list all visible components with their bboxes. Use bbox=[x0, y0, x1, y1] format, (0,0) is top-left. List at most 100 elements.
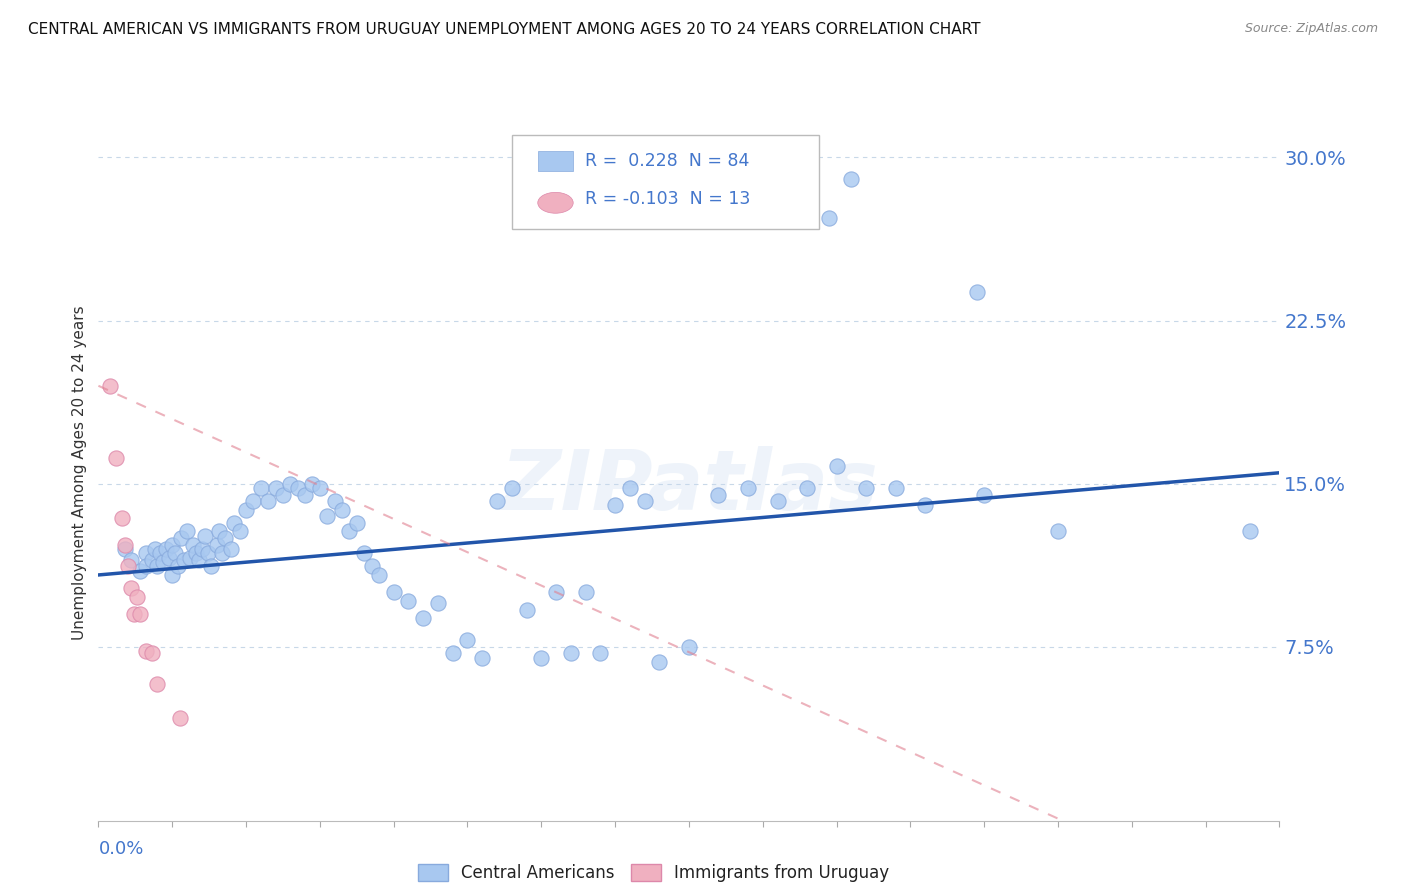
Point bbox=[766, 494, 789, 508]
Text: Source: ZipAtlas.com: Source: ZipAtlas.com bbox=[1244, 22, 1378, 36]
Point bbox=[162, 568, 183, 582]
Point bbox=[264, 481, 287, 495]
Point bbox=[330, 502, 353, 516]
Point bbox=[574, 585, 596, 599]
Point bbox=[141, 646, 163, 660]
Point bbox=[135, 644, 157, 658]
Point bbox=[441, 646, 464, 660]
Point bbox=[427, 596, 450, 610]
Point bbox=[914, 499, 936, 513]
Point bbox=[707, 487, 730, 501]
Point bbox=[353, 546, 375, 560]
Point bbox=[456, 633, 478, 648]
Point bbox=[839, 172, 862, 186]
Point bbox=[515, 603, 537, 617]
Point bbox=[309, 481, 332, 495]
Point bbox=[98, 378, 121, 392]
Point bbox=[111, 511, 134, 525]
Point bbox=[316, 509, 339, 524]
Point bbox=[122, 607, 145, 621]
Point bbox=[125, 590, 148, 604]
Point bbox=[648, 655, 671, 669]
Point bbox=[152, 555, 174, 569]
Point bbox=[271, 487, 294, 501]
Point bbox=[176, 524, 198, 539]
Point bbox=[214, 531, 236, 545]
Point bbox=[235, 502, 257, 516]
Point bbox=[337, 524, 360, 539]
Point bbox=[323, 494, 346, 508]
Text: R =  0.228  N = 84: R = 0.228 N = 84 bbox=[585, 152, 749, 170]
Point bbox=[135, 546, 157, 560]
Point bbox=[165, 546, 187, 560]
Point bbox=[167, 559, 190, 574]
Point bbox=[818, 211, 841, 226]
Text: 0.0%: 0.0% bbox=[98, 840, 143, 858]
Point bbox=[191, 541, 214, 556]
Point bbox=[605, 499, 627, 513]
Point bbox=[412, 611, 434, 625]
Text: ZIPatlas: ZIPatlas bbox=[501, 446, 877, 527]
Point bbox=[197, 546, 219, 560]
Point bbox=[120, 552, 142, 567]
Point bbox=[141, 552, 163, 567]
Point bbox=[884, 481, 907, 495]
Point bbox=[219, 541, 242, 556]
Point bbox=[114, 541, 136, 556]
Point bbox=[1239, 524, 1261, 539]
Text: R = -0.103  N = 13: R = -0.103 N = 13 bbox=[585, 190, 751, 209]
Point bbox=[250, 481, 273, 495]
Point bbox=[173, 552, 195, 567]
Point bbox=[301, 476, 323, 491]
Point bbox=[229, 524, 252, 539]
Point bbox=[973, 487, 995, 501]
Point bbox=[224, 516, 246, 530]
Point bbox=[146, 559, 169, 574]
Point bbox=[360, 559, 382, 574]
Point bbox=[589, 646, 612, 660]
Point bbox=[346, 516, 368, 530]
Point bbox=[187, 552, 209, 567]
FancyBboxPatch shape bbox=[537, 151, 574, 171]
Point bbox=[471, 650, 494, 665]
Point bbox=[737, 481, 759, 495]
Point bbox=[181, 537, 204, 551]
Point bbox=[294, 487, 316, 501]
Point bbox=[179, 550, 201, 565]
Point bbox=[257, 494, 280, 508]
Point bbox=[678, 640, 700, 654]
Point bbox=[135, 559, 157, 574]
Point bbox=[155, 541, 177, 556]
Point bbox=[530, 650, 553, 665]
Point bbox=[1046, 524, 1069, 539]
Point bbox=[169, 711, 191, 725]
Legend: Central Americans, Immigrants from Uruguay: Central Americans, Immigrants from Urugu… bbox=[418, 863, 890, 882]
Point bbox=[211, 546, 233, 560]
Point bbox=[544, 585, 567, 599]
Point bbox=[200, 559, 222, 574]
Point bbox=[208, 524, 231, 539]
Point bbox=[382, 585, 405, 599]
Point bbox=[146, 676, 169, 690]
Point bbox=[619, 481, 641, 495]
Point bbox=[184, 546, 207, 560]
Point bbox=[170, 531, 193, 545]
Point bbox=[486, 494, 509, 508]
Point bbox=[242, 494, 264, 508]
Point bbox=[501, 481, 523, 495]
Point bbox=[633, 494, 655, 508]
Point bbox=[855, 481, 877, 495]
Point bbox=[128, 607, 150, 621]
Point bbox=[194, 529, 217, 543]
Point bbox=[162, 537, 183, 551]
Point bbox=[120, 581, 142, 595]
Point bbox=[105, 450, 128, 465]
Point bbox=[278, 476, 302, 491]
Point bbox=[396, 594, 419, 608]
Point bbox=[825, 459, 848, 474]
Point bbox=[114, 537, 136, 551]
Point bbox=[117, 559, 139, 574]
Point bbox=[143, 541, 166, 556]
Point bbox=[205, 537, 228, 551]
Point bbox=[149, 546, 172, 560]
